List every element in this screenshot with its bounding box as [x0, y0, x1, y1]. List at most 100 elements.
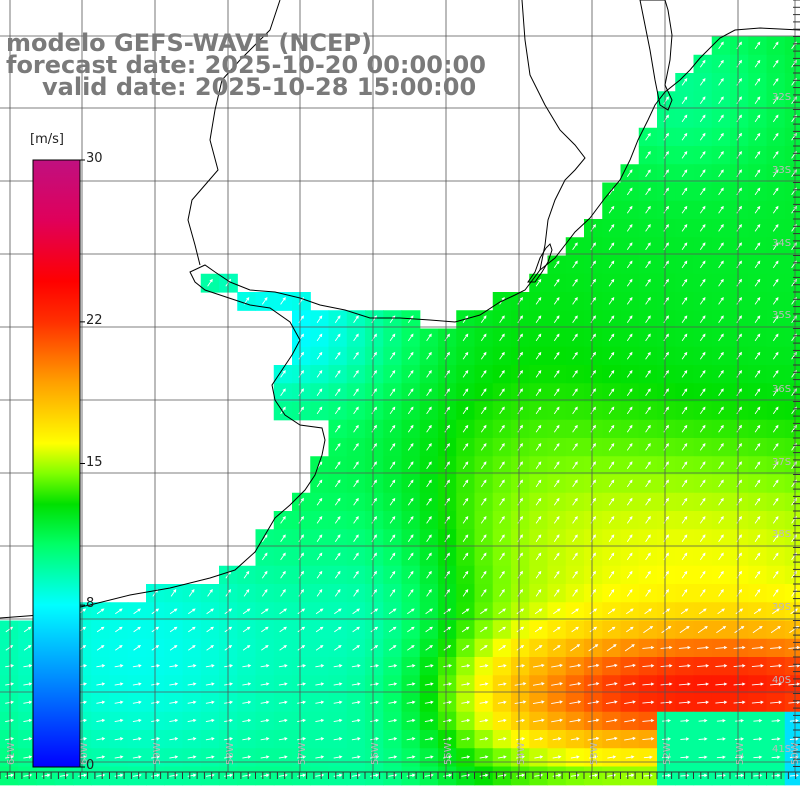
wind-arrow	[444, 497, 450, 506]
wind-arrow	[643, 625, 654, 634]
wind-arrow	[572, 278, 578, 287]
wind-arrow	[462, 534, 469, 542]
wind-cell	[784, 292, 800, 311]
wind-arrow	[718, 297, 724, 305]
wind-arrow	[736, 169, 742, 177]
wind-arrow	[461, 755, 471, 759]
wind-arrow	[590, 424, 596, 433]
wind-cell	[657, 511, 676, 530]
wind-arrow	[608, 570, 615, 579]
wind-arrow	[298, 516, 304, 524]
wind-cell	[474, 620, 494, 640]
wind-arrow	[569, 663, 582, 668]
wind-arrow	[789, 719, 799, 723]
wind-arrow	[736, 59, 742, 68]
wind-arrow	[535, 424, 542, 433]
wind-arrow	[5, 700, 15, 704]
wind-arrow	[697, 625, 708, 634]
wind-arrow	[334, 516, 341, 524]
wind-arrow	[516, 664, 526, 668]
wind-arrow	[735, 773, 745, 778]
wind-arrow	[642, 682, 655, 686]
wind-arrow	[169, 718, 179, 723]
wind-arrow	[444, 388, 450, 396]
wind-arrow	[133, 626, 141, 633]
wind-arrow	[754, 224, 761, 232]
wind-arrow	[388, 664, 398, 668]
wind-arrow	[353, 388, 359, 396]
wind-arrow	[660, 645, 673, 650]
wind-cell	[511, 438, 530, 457]
wind-arrow	[389, 370, 396, 378]
wind-arrow	[426, 534, 432, 542]
wind-arrow	[752, 625, 763, 634]
wind-arrow	[426, 424, 432, 433]
wind-cell	[146, 584, 165, 603]
wind-arrow	[516, 737, 526, 741]
wind-arrow	[645, 461, 651, 469]
wind-arrow	[626, 424, 633, 433]
wind-arrow	[297, 664, 307, 668]
wind-arrow	[278, 682, 288, 686]
wind-arrow	[424, 700, 434, 704]
wind-arrow	[718, 260, 724, 269]
wind-cell	[0, 620, 19, 640]
wind-arrow	[206, 626, 214, 633]
wind-arrow	[280, 570, 286, 579]
wind-arrow	[754, 260, 761, 269]
wind-arrow	[663, 132, 669, 141]
wind-arrow	[425, 645, 433, 651]
wind-arrow	[663, 278, 669, 287]
wind-arrow	[718, 187, 724, 196]
wind-arrow	[624, 736, 636, 741]
wind-cell	[401, 620, 421, 640]
wind-arrow	[572, 297, 578, 305]
wind-arrow	[754, 132, 761, 141]
wind-cell	[438, 438, 457, 457]
wind-cell	[401, 547, 421, 567]
wind-arrow	[772, 370, 779, 378]
wind-arrow	[426, 570, 432, 579]
wind-arrow	[736, 479, 742, 488]
wind-arrow	[535, 589, 542, 597]
wind-arrow	[736, 96, 742, 104]
wind-arrow	[353, 443, 359, 451]
wind-arrow	[681, 552, 688, 561]
wind-arrow	[169, 755, 179, 759]
wind-arrow	[278, 755, 288, 759]
wind-arrow	[96, 682, 106, 686]
wind-arrow	[718, 497, 724, 506]
wind-arrow	[407, 424, 414, 433]
wind-cell	[365, 474, 384, 494]
wind-arrow	[699, 424, 706, 433]
wind-arrow	[608, 534, 615, 542]
wind-arrow	[772, 333, 779, 342]
wind-cell	[766, 219, 786, 238]
wind-arrow	[534, 645, 543, 651]
wind-arrow	[169, 608, 178, 615]
wind-arrow	[5, 737, 15, 741]
wind-arrow	[645, 278, 651, 287]
wind-arrow	[297, 737, 307, 741]
wind-arrow	[718, 205, 724, 214]
wind-arrow	[590, 260, 596, 269]
wind-arrow	[772, 114, 779, 123]
wind-arrow	[388, 682, 398, 686]
wind-arrow	[278, 737, 288, 741]
wind-arrow	[461, 664, 471, 668]
wind-cell	[547, 401, 567, 421]
wind-arrow	[572, 497, 578, 506]
wind-arrow	[23, 682, 33, 686]
wind-arrow	[5, 664, 15, 668]
wind-cell	[766, 146, 786, 165]
wind-arrow	[114, 664, 124, 668]
wind-arrow	[479, 682, 489, 686]
wind-arrow	[316, 315, 323, 323]
wind-arrow	[772, 242, 779, 250]
wind-arrow	[406, 718, 416, 723]
wind-cell	[657, 328, 676, 348]
wind-cell	[784, 54, 800, 74]
wind-arrow	[535, 497, 542, 506]
wind-arrow	[280, 552, 286, 561]
wind-arrow	[697, 700, 710, 704]
